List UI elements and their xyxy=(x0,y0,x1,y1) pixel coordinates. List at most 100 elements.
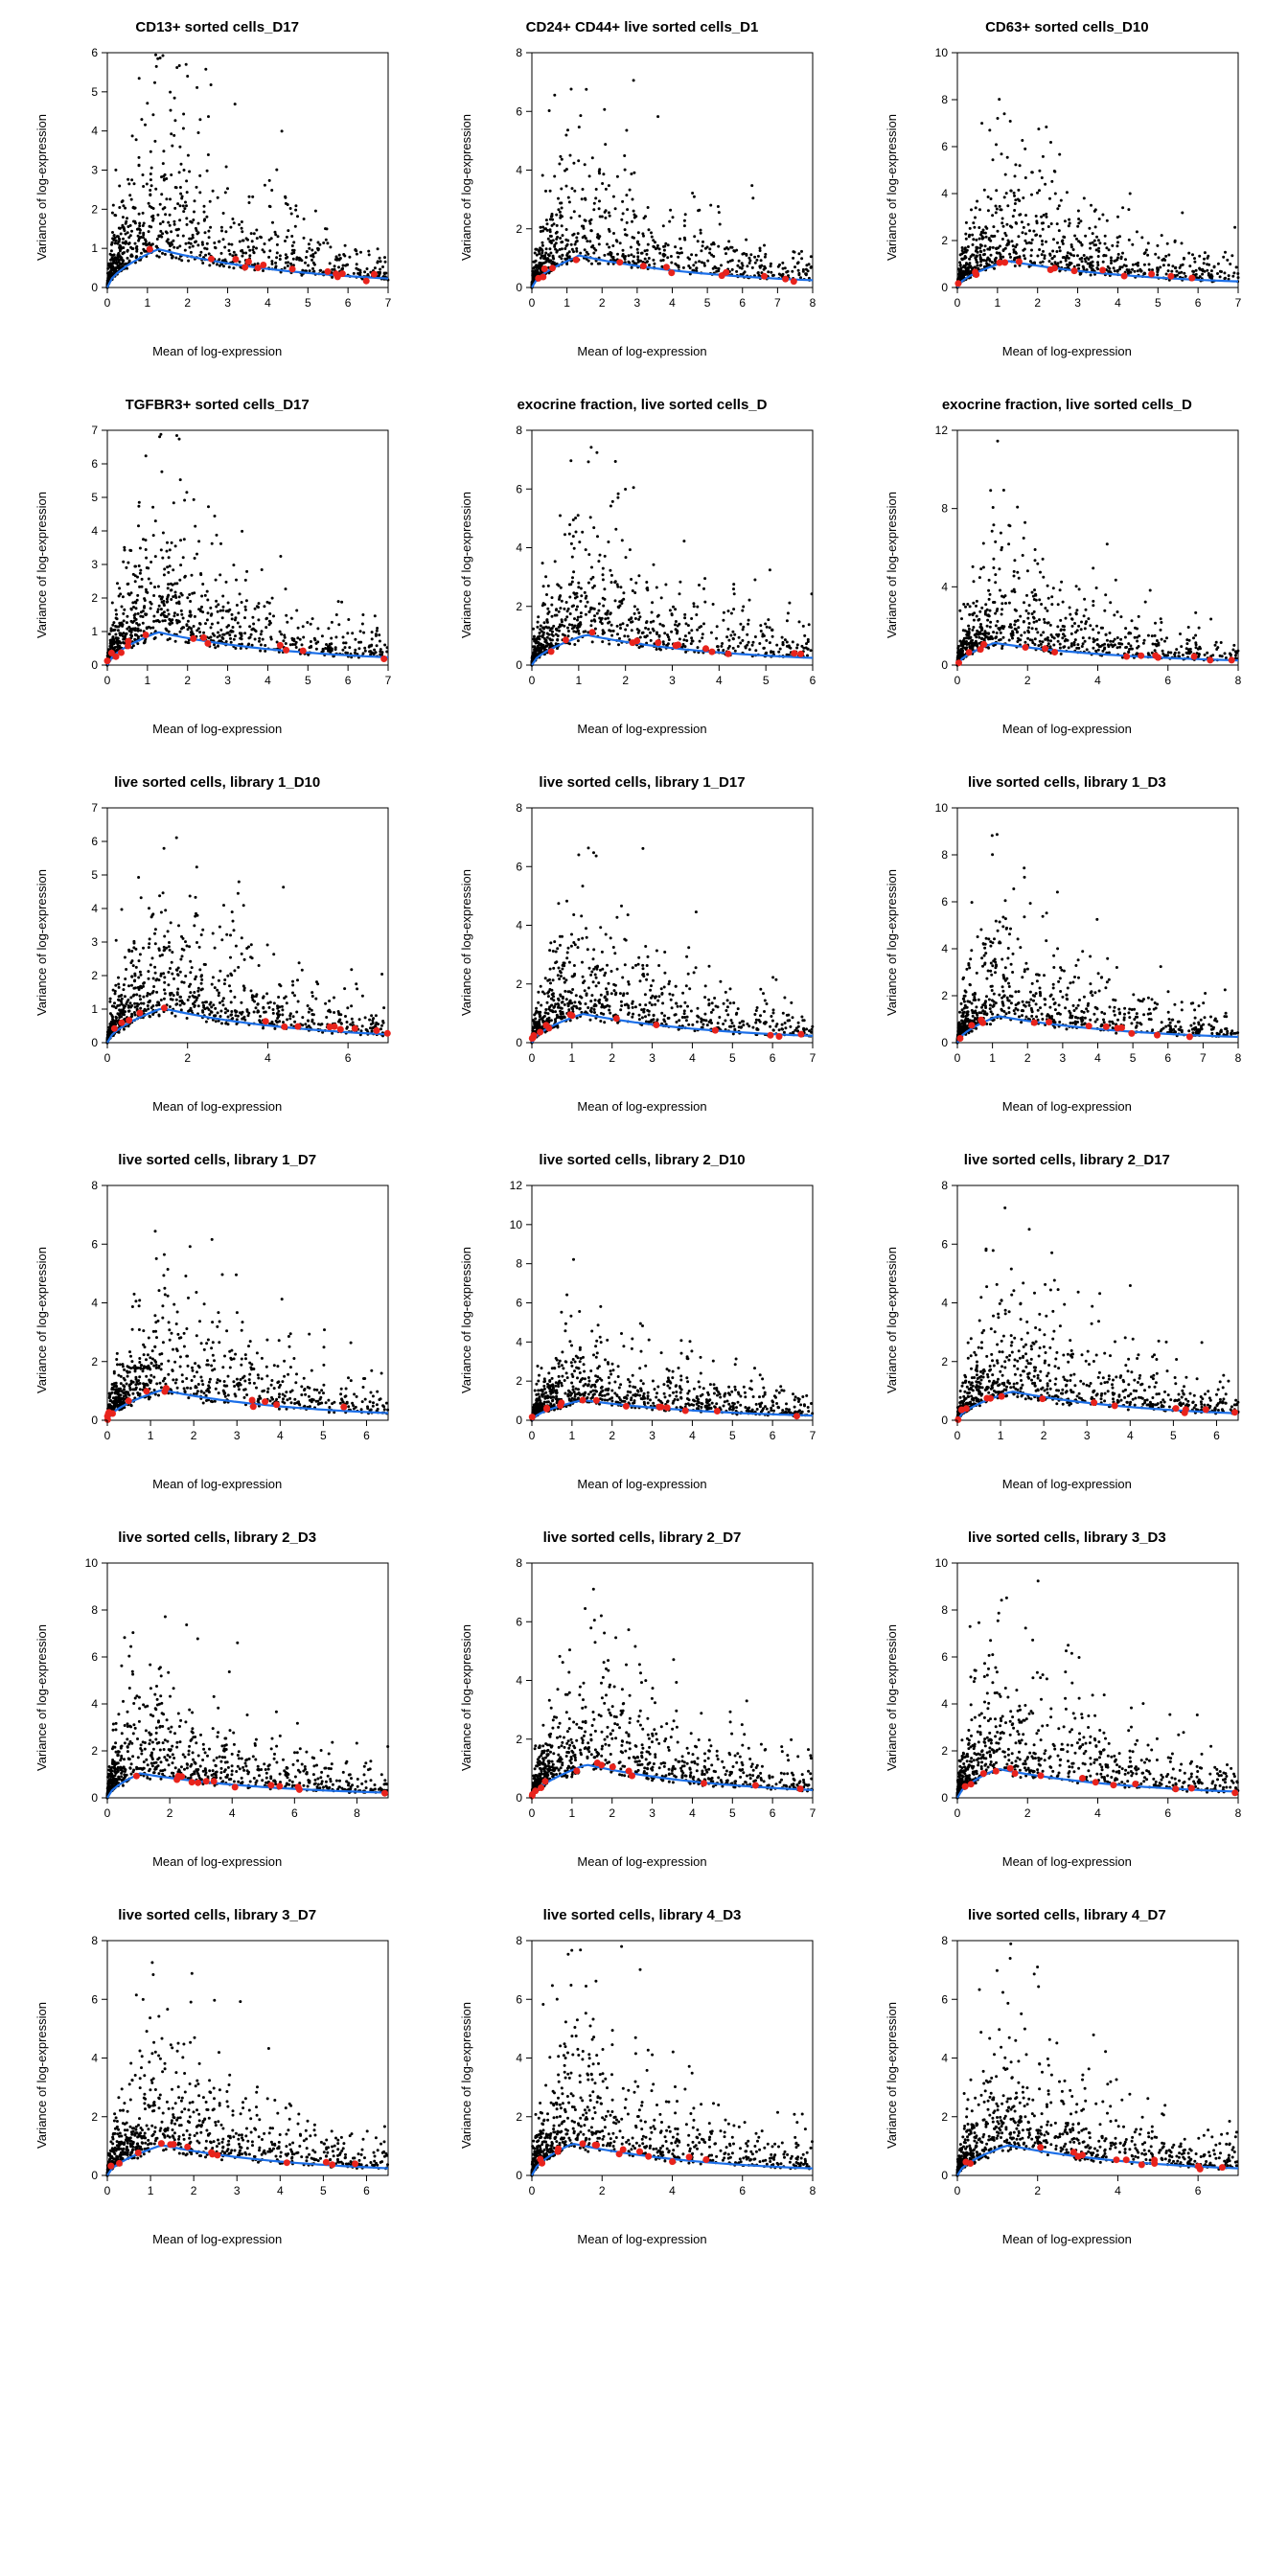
svg-text:2: 2 xyxy=(91,591,98,605)
scatter-plot: 01234567802468 xyxy=(479,43,824,331)
x-axis-label: Mean of log-expression xyxy=(152,1854,282,1869)
x-axis-label: Mean of log-expression xyxy=(1002,344,1132,358)
y-axis-label: Variance of log-expression xyxy=(885,492,899,638)
y-axis-label: Variance of log-expression xyxy=(885,114,899,261)
chart-panel: live sorted cells, library 4_D3 Variance… xyxy=(444,1907,840,2246)
svg-text:0: 0 xyxy=(104,674,111,687)
panel-title: exocrine fraction, live sorted cells_D xyxy=(942,397,1192,413)
scatter-plot: 012345602468 xyxy=(905,1176,1250,1463)
chart-grid: CD13+ sorted cells_D17 Variance of log-e… xyxy=(19,19,1265,2246)
svg-text:7: 7 xyxy=(385,296,392,310)
panel-title: live sorted cells, library 2_D10 xyxy=(539,1152,745,1168)
chart-panel: exocrine fraction, live sorted cells_D V… xyxy=(444,397,840,736)
svg-text:0: 0 xyxy=(529,674,536,687)
chart-panel: live sorted cells, library 1_D17 Varianc… xyxy=(444,774,840,1114)
x-axis-label: Mean of log-expression xyxy=(1002,722,1132,736)
svg-text:4: 4 xyxy=(670,296,677,310)
panel-title: live sorted cells, library 1_D3 xyxy=(968,774,1166,791)
svg-text:3: 3 xyxy=(91,164,98,177)
svg-text:2: 2 xyxy=(91,202,98,216)
panel-title: live sorted cells, library 2_D3 xyxy=(118,1530,316,1546)
svg-text:4: 4 xyxy=(264,674,271,687)
x-axis-label: Mean of log-expression xyxy=(577,1854,706,1869)
svg-text:1: 1 xyxy=(91,242,98,255)
x-axis-label: Mean of log-expression xyxy=(152,2232,282,2246)
scatter-plot: 024602468 xyxy=(905,1931,1250,2219)
svg-text:7: 7 xyxy=(775,296,782,310)
scatter-plot: 012345670246810 xyxy=(905,43,1250,331)
svg-text:5: 5 xyxy=(704,296,711,310)
svg-text:7: 7 xyxy=(1234,296,1241,310)
scatter-plot: 0123456780246810 xyxy=(905,798,1250,1086)
panel-title: live sorted cells, library 1_D10 xyxy=(114,774,320,791)
svg-text:6: 6 xyxy=(941,140,948,153)
chart-panel: live sorted cells, library 4_D7 Variance… xyxy=(869,1907,1265,2246)
svg-text:2: 2 xyxy=(517,600,523,613)
svg-text:4: 4 xyxy=(517,164,523,177)
chart-panel: live sorted cells, library 3_D3 Variance… xyxy=(869,1530,1265,1869)
svg-text:10: 10 xyxy=(934,46,948,59)
x-axis-label: Mean of log-expression xyxy=(1002,1854,1132,1869)
chart-panel: live sorted cells, library 1_D3 Variance… xyxy=(869,774,1265,1114)
y-axis-label: Variance of log-expression xyxy=(34,1247,49,1393)
svg-text:1: 1 xyxy=(994,296,1000,310)
x-axis-label: Mean of log-expression xyxy=(152,1099,282,1114)
panel-title: TGFBR3+ sorted cells_D17 xyxy=(126,397,310,413)
y-axis-label: Variance of log-expression xyxy=(459,492,473,638)
chart-panel: CD63+ sorted cells_D10 Variance of log-e… xyxy=(869,19,1265,358)
svg-text:6: 6 xyxy=(345,296,352,310)
scatter-plot: 024680246810 xyxy=(55,1553,400,1841)
y-axis-label: Variance of log-expression xyxy=(34,869,49,1016)
panel-title: CD63+ sorted cells_D10 xyxy=(985,19,1149,35)
svg-text:4: 4 xyxy=(1115,296,1121,310)
scatter-plot: 012345670123456 xyxy=(55,43,400,331)
svg-text:6: 6 xyxy=(517,482,523,495)
y-axis-label: Variance of log-expression xyxy=(459,1624,473,1771)
scatter-plot: 024601234567 xyxy=(55,798,400,1086)
panel-title: live sorted cells, library 2_D7 xyxy=(543,1530,742,1546)
panel-title: CD13+ sorted cells_D17 xyxy=(135,19,299,35)
x-axis-label: Mean of log-expression xyxy=(577,2232,706,2246)
y-axis-label: Variance of log-expression xyxy=(885,2002,899,2149)
scatter-plot: 0246802468 xyxy=(479,1931,824,2219)
y-axis-label: Variance of log-expression xyxy=(34,114,49,261)
svg-text:7: 7 xyxy=(91,424,98,437)
chart-panel: live sorted cells, library 3_D7 Variance… xyxy=(19,1907,415,2246)
y-axis-label: Variance of log-expression xyxy=(885,1624,899,1771)
y-axis-label: Variance of log-expression xyxy=(885,1247,899,1393)
panel-title: live sorted cells, library 3_D3 xyxy=(968,1530,1166,1546)
scatter-plot: 0123456702468 xyxy=(479,798,824,1086)
svg-text:3: 3 xyxy=(224,674,231,687)
svg-text:1: 1 xyxy=(91,625,98,638)
svg-text:3: 3 xyxy=(634,296,641,310)
svg-text:1: 1 xyxy=(145,674,151,687)
svg-text:2: 2 xyxy=(599,296,606,310)
svg-text:0: 0 xyxy=(954,296,960,310)
chart-panel: CD13+ sorted cells_D17 Variance of log-e… xyxy=(19,19,415,358)
svg-text:2: 2 xyxy=(185,674,192,687)
svg-text:8: 8 xyxy=(941,93,948,106)
y-axis-label: Variance of log-expression xyxy=(34,2002,49,2149)
svg-text:5: 5 xyxy=(763,674,770,687)
chart-panel: live sorted cells, library 2_D3 Variance… xyxy=(19,1530,415,1869)
chart-panel: CD24+ CD44+ live sorted cells_D1 Varianc… xyxy=(444,19,840,358)
chart-panel: exocrine fraction, live sorted cells_D V… xyxy=(869,397,1265,736)
scatter-plot: 0123456702468 xyxy=(479,1553,824,1841)
y-axis-label: Variance of log-expression xyxy=(459,114,473,261)
chart-panel: live sorted cells, library 2_D10 Varianc… xyxy=(444,1152,840,1491)
svg-text:2: 2 xyxy=(1034,296,1041,310)
svg-text:4: 4 xyxy=(264,296,271,310)
svg-text:0: 0 xyxy=(91,281,98,294)
svg-text:8: 8 xyxy=(810,296,816,310)
svg-text:2: 2 xyxy=(623,674,630,687)
scatter-plot: 01234567024681012 xyxy=(479,1176,824,1463)
svg-text:5: 5 xyxy=(1155,296,1162,310)
svg-text:1: 1 xyxy=(145,296,151,310)
svg-text:4: 4 xyxy=(716,674,723,687)
x-axis-label: Mean of log-expression xyxy=(1002,1099,1132,1114)
svg-text:3: 3 xyxy=(670,674,677,687)
svg-text:2: 2 xyxy=(941,234,948,247)
svg-text:5: 5 xyxy=(305,296,311,310)
svg-text:3: 3 xyxy=(1074,296,1081,310)
svg-text:1: 1 xyxy=(564,296,571,310)
